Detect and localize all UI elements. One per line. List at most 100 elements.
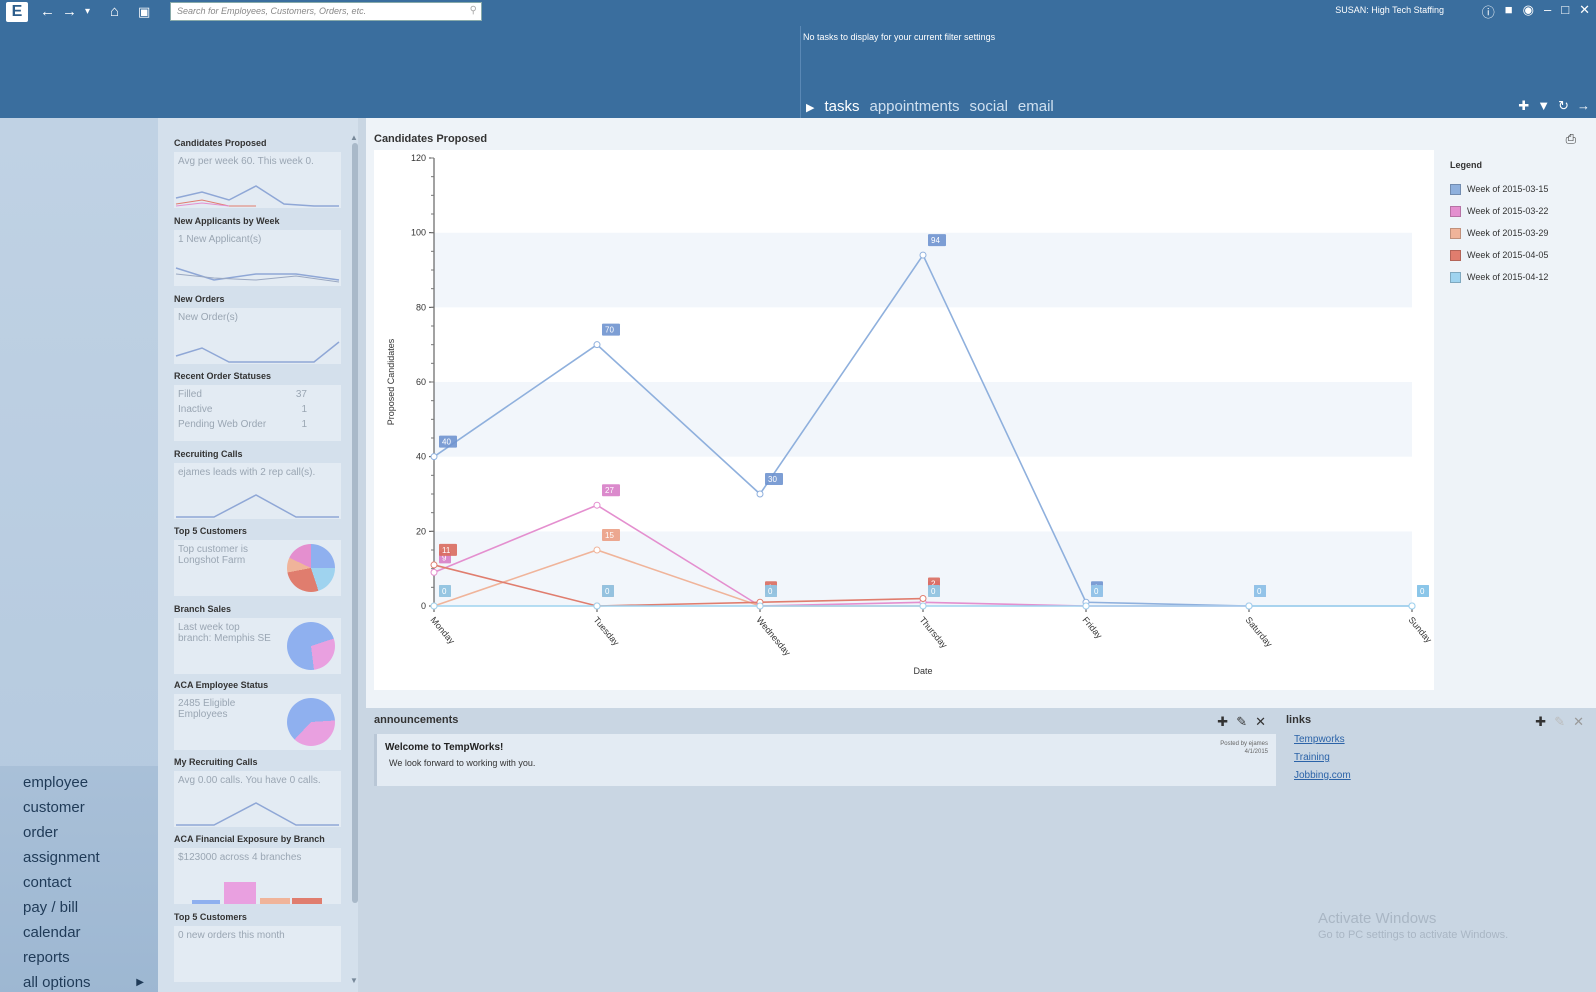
widget-text: Avg 0.00 calls. You have 0 calls. <box>178 775 321 786</box>
legend-item[interactable]: Week of 2015-03-29 <box>1450 222 1548 244</box>
y-tick-label: 100 <box>411 228 426 238</box>
legend-item[interactable]: Week of 2015-04-05 <box>1450 244 1548 266</box>
tab-appointments[interactable]: appointments <box>869 98 960 115</box>
widget-candidates-proposed[interactable]: Candidates Proposed Avg per week 60. Thi… <box>174 138 341 208</box>
nav-item-assignment[interactable]: assignment <box>23 849 100 866</box>
data-label: 0 <box>768 587 773 596</box>
task-actions: ✚ ▼ ↻ → <box>1518 98 1590 114</box>
data-label-box <box>1091 585 1103 597</box>
link-tempworks[interactable]: Tempworks <box>1294 734 1345 745</box>
print-icon[interactable]: ⎙ <box>1565 131 1576 146</box>
nav-item-all-options-label: all options <box>23 974 91 991</box>
widget-order-statuses[interactable]: Recent Order Statuses Filled 37 Inactive 1… <box>174 371 341 441</box>
home-icon[interactable]: ⌂ <box>110 3 120 20</box>
link-jobbing[interactable]: Jobbing.com <box>1294 770 1351 781</box>
announcements-title: announcements <box>374 714 459 726</box>
save-icon[interactable]: ▣ <box>138 4 151 19</box>
data-label: 27 <box>605 486 614 495</box>
data-point <box>430 602 438 610</box>
widget-new-applicants[interactable]: New Applicants by Week 1 New Applicant(s… <box>174 216 341 286</box>
widget-text: 2485 Eligible Employees <box>178 698 236 720</box>
refresh-icon[interactable]: ↻ <box>1558 98 1569 113</box>
y-tick-label: 120 <box>411 153 426 163</box>
expand-arrow-icon[interactable]: → <box>1577 98 1590 113</box>
widget-title: My Recruiting Calls <box>174 757 258 767</box>
nav-item-calendar[interactable]: calendar <box>23 924 81 941</box>
data-label-box <box>439 543 457 556</box>
close-icon[interactable]: ✕ <box>1255 714 1266 729</box>
add-icon[interactable]: ✚ <box>1518 98 1530 113</box>
nav-item-order[interactable]: order <box>23 824 59 841</box>
data-label-box <box>602 484 620 497</box>
link-training[interactable]: Training <box>1294 752 1330 763</box>
widget-title: Candidates Proposed <box>174 138 267 148</box>
add-icon[interactable]: ✚ <box>1217 714 1229 729</box>
header-divider <box>800 26 801 118</box>
status-row: Inactive 1 <box>178 404 337 419</box>
legend-item[interactable]: Week of 2015-04-12 <box>1450 266 1548 288</box>
widget-text: Top customer is Longshot Farm <box>178 544 249 566</box>
data-label: 2 <box>931 580 936 589</box>
globe-icon[interactable]: ◉ <box>1522 2 1534 17</box>
announcements-actions: ✚ ✎ ✕ <box>1217 714 1266 730</box>
nav-item-reports[interactable]: reports <box>23 949 70 966</box>
close-icon[interactable]: ✕ <box>1579 2 1590 17</box>
data-label: 70 <box>605 326 614 335</box>
widget-body: Top customer is Longshot Farm <box>174 540 341 596</box>
widget-body: 2485 Eligible Employees <box>174 694 341 750</box>
widget-new-orders[interactable]: New Orders New Order(s) <box>174 294 341 364</box>
search-input[interactable]: Search for Employees, Customers, Orders,… <box>170 2 482 21</box>
nav-item-pay-bill[interactable]: pay / bill <box>23 899 79 916</box>
tab-social[interactable]: social <box>969 98 1008 115</box>
help-icon[interactable]: ⓘ <box>1481 5 1495 20</box>
widget-my-recruiting-calls[interactable]: My Recruiting Calls Avg 0.00 calls. You … <box>174 757 341 827</box>
widget-title: ACA Employee Status <box>174 680 269 690</box>
x-tick-label: Monday <box>428 615 457 646</box>
add-icon[interactable]: ✚ <box>1535 714 1547 729</box>
play-icon[interactable]: ▶ <box>806 102 815 114</box>
widget-recruiting-calls[interactable]: Recruiting Calls ejames leads with 2 rep… <box>174 449 341 519</box>
widget-top-customers-orders[interactable]: Top 5 Customers 0 new orders this month <box>174 912 341 982</box>
nav-item-customer[interactable]: customer <box>23 799 85 816</box>
minimize-icon[interactable]: – <box>1544 2 1552 17</box>
legend-item[interactable]: Week of 2015-03-15 <box>1450 178 1548 200</box>
data-label: 0 <box>1257 587 1262 596</box>
x-tick-label: Friday <box>1080 615 1104 641</box>
search-icon[interactable]: ⚲ <box>469 5 477 16</box>
data-point <box>430 453 438 461</box>
scroll-down-arrow[interactable]: ▼ <box>350 976 358 985</box>
maximize-icon[interactable]: □ <box>1561 2 1570 17</box>
close-icon[interactable]: ✕ <box>1573 714 1584 729</box>
widget-title: Branch Sales <box>174 604 232 614</box>
tab-tasks[interactable]: tasks <box>824 98 860 115</box>
data-label: 0 <box>1420 587 1425 596</box>
widget-text: $123000 across 4 branches <box>178 852 302 863</box>
forward-arrow-icon[interactable]: → <box>62 3 77 20</box>
widget-aca-employee-status[interactable]: ACA Employee Status 2485 Eligible Employ… <box>174 680 341 750</box>
widget-branch-sales[interactable]: Branch Sales Last week top branch: Memph… <box>174 604 341 674</box>
status-count: 1 <box>301 419 307 430</box>
widget-aca-financial-exposure[interactable]: ACA Financial Exposure by Branch $123000… <box>174 834 341 904</box>
nav-item-contact[interactable]: contact <box>23 874 72 891</box>
tab-email[interactable]: email <box>1017 98 1054 115</box>
series-line <box>433 564 924 607</box>
back-arrow-icon[interactable]: ← <box>40 3 55 20</box>
filter-icon[interactable]: ▼ <box>1537 98 1551 113</box>
links-title: links <box>1286 714 1312 726</box>
history-dropdown-icon[interactable]: ▾ <box>85 6 91 17</box>
edit-icon[interactable]: ✎ <box>1236 714 1248 729</box>
x-tick-label: Thursday <box>917 615 949 651</box>
status-label: Filled <box>178 389 202 400</box>
widgets-scrollbar[interactable] <box>352 143 358 903</box>
widget-top-customers[interactable]: Top 5 Customers Top customer is Longshot… <box>174 526 341 596</box>
y-tick-label: 80 <box>416 302 426 312</box>
data-point <box>593 341 601 349</box>
chat-icon[interactable]: ■ <box>1504 2 1513 17</box>
data-point <box>1082 602 1090 610</box>
nav-item-employee[interactable]: employee <box>23 774 89 791</box>
data-point <box>756 602 764 610</box>
scroll-up-arrow[interactable]: ▲ <box>350 133 358 142</box>
legend-item[interactable]: Week of 2015-03-22 <box>1450 200 1548 222</box>
nav-item-all-options[interactable]: all options ▶ <box>23 970 158 992</box>
